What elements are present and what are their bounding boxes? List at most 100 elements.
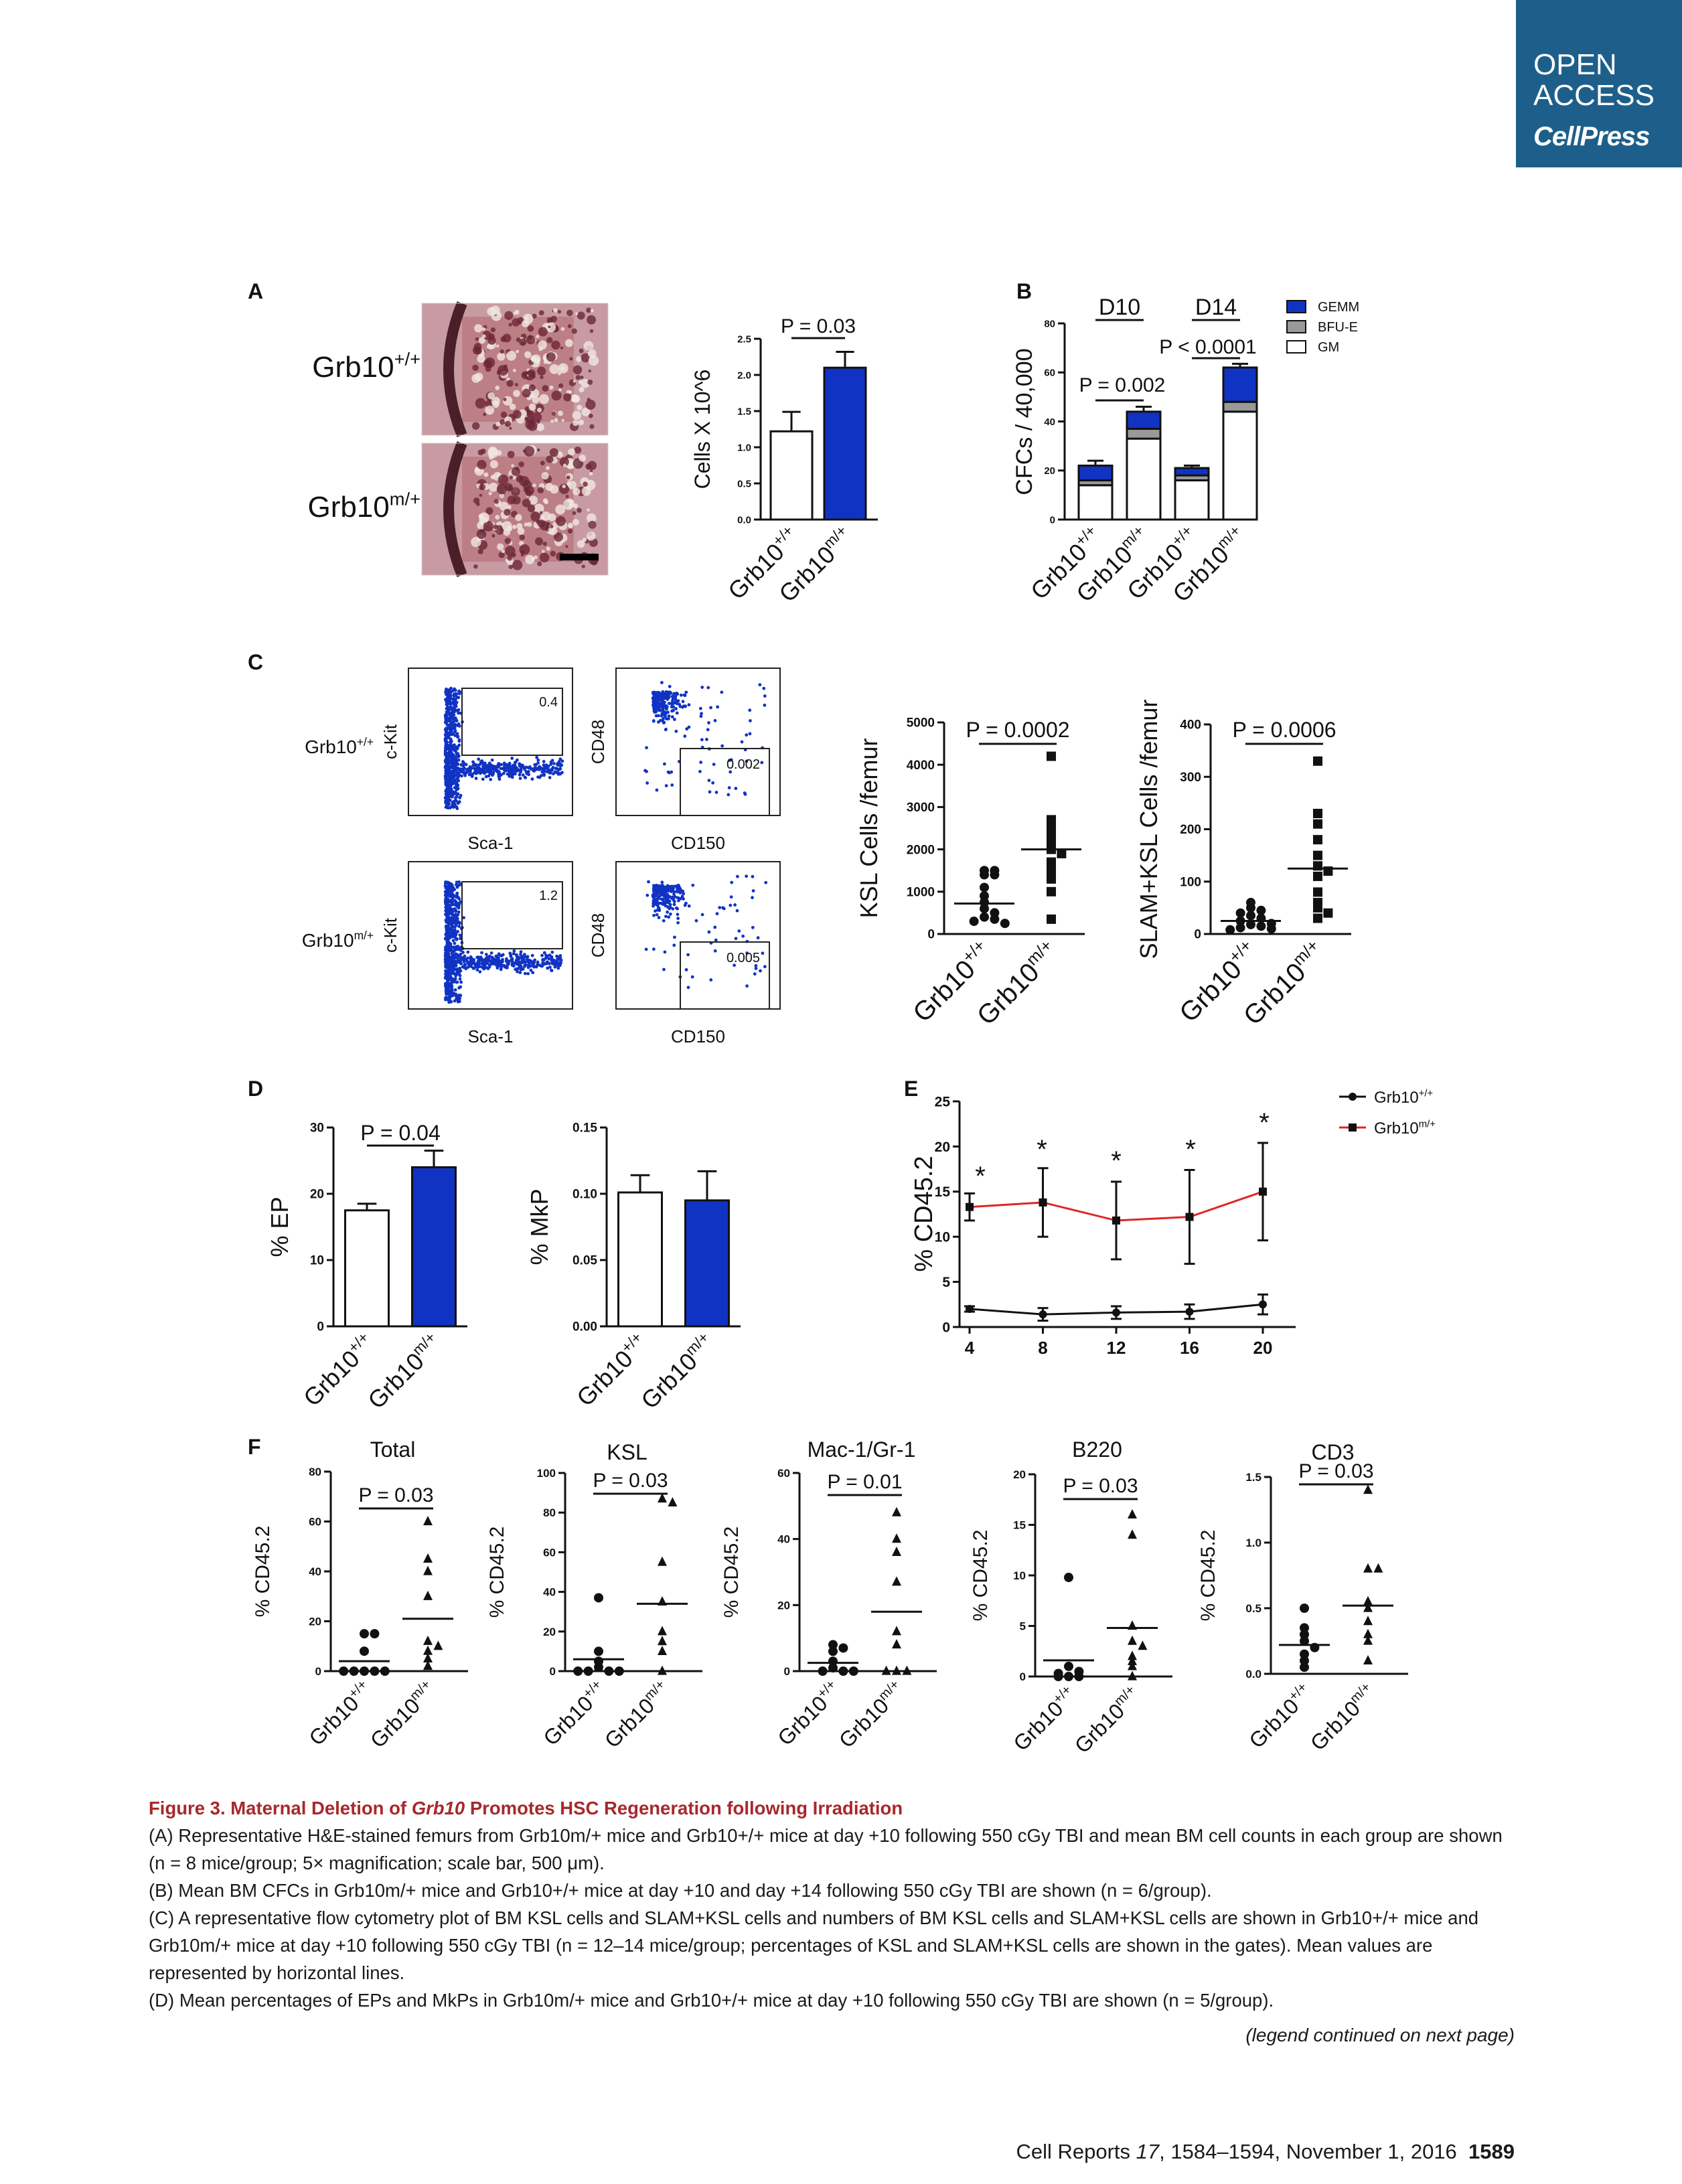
tissue-speck	[554, 532, 563, 542]
tissue-speck	[498, 552, 505, 558]
panel-f-5-point	[1363, 1616, 1373, 1626]
flow-event	[447, 989, 451, 993]
bone-cortex	[443, 441, 467, 578]
flow-event	[670, 709, 674, 713]
flow-event	[463, 963, 467, 966]
tissue-speck	[487, 392, 495, 400]
y-tick-label: 4000	[907, 759, 935, 773]
flow-event	[444, 890, 448, 894]
flow-gate-value: 0.005	[727, 951, 760, 965]
tissue-speck	[565, 545, 568, 548]
tissue-speck	[552, 308, 558, 313]
flow-event	[457, 910, 461, 914]
panel-f-5-point	[1300, 1649, 1309, 1659]
flow-event	[652, 904, 655, 908]
tissue-speck	[527, 504, 536, 513]
flow-event	[668, 903, 672, 907]
flow-event	[455, 919, 459, 923]
flow-plot-2	[615, 668, 781, 816]
caption-d: (D) Mean percentages of EPs and MkPs in …	[149, 1990, 1274, 2011]
flow-event	[454, 924, 458, 927]
flow-event	[665, 707, 668, 711]
flow-event	[672, 890, 676, 894]
caption-a: (A) Representative H&E-stained femurs fr…	[149, 1825, 1503, 1873]
flow-event	[730, 880, 734, 884]
flow-event	[531, 971, 535, 975]
flow-gate	[680, 941, 770, 1010]
tissue-speck	[526, 409, 532, 416]
panel-f-4-point	[1053, 1672, 1063, 1681]
flow-event	[653, 886, 656, 890]
flow-event	[451, 991, 455, 995]
flow-event	[550, 957, 554, 961]
panel-f-2-point	[594, 1593, 603, 1603]
tissue-speck	[512, 368, 516, 372]
tissue-speck	[536, 448, 540, 452]
tissue-speck	[498, 365, 509, 376]
flow-event	[447, 919, 451, 923]
flow-event	[518, 773, 522, 777]
flow-event	[446, 950, 450, 954]
flow-event	[735, 874, 739, 878]
tissue-speck	[488, 491, 492, 495]
panel-f-4-point	[1128, 1509, 1137, 1518]
flow-event	[660, 714, 664, 718]
flow-event	[544, 763, 548, 767]
y-tick-label: 5	[1020, 1620, 1026, 1632]
tissue-speck	[483, 472, 489, 477]
flow-event	[496, 770, 500, 774]
panel-d-mkp-bar-1	[617, 1191, 663, 1328]
tissue-speck	[495, 515, 500, 520]
panel-d-mkp-y-label: % MkP	[526, 1188, 553, 1265]
flow-event	[753, 972, 757, 976]
tissue-speck	[479, 337, 486, 344]
panel-f-2-point	[658, 1626, 667, 1636]
flow-event	[644, 947, 648, 951]
flow-event	[645, 781, 649, 785]
flow-event	[674, 700, 678, 704]
flow-event	[448, 805, 452, 809]
image-label-2: Grb10m/+	[307, 488, 420, 524]
flow-event	[556, 763, 560, 767]
tissue-speck	[538, 340, 547, 350]
y-tick-label: 0	[1194, 928, 1201, 942]
caption-title: Figure 3. Maternal Deletion of Grb10 Pro…	[149, 1798, 903, 1818]
y-tick-label: 15	[935, 1184, 951, 1200]
flow-gate-value: 0.4	[539, 695, 558, 710]
flow-event	[542, 763, 546, 767]
flow-event	[751, 925, 755, 929]
tissue-speck	[572, 420, 579, 426]
tissue-speck	[588, 355, 599, 366]
flow-event	[457, 743, 461, 747]
flow-event	[465, 966, 469, 970]
flow-event	[447, 760, 451, 764]
tissue-speck	[513, 390, 520, 397]
tissue-speck	[558, 388, 562, 392]
tissue-speck	[504, 420, 512, 427]
tissue-speck	[488, 482, 498, 492]
tissue-speck	[574, 446, 582, 454]
panel-f-4-point	[1064, 1672, 1073, 1681]
flow-event	[661, 690, 665, 694]
flow-event	[447, 907, 451, 910]
flow-event	[447, 888, 450, 892]
flow-event	[758, 683, 762, 687]
badge-line2: ACCESS	[1533, 79, 1655, 112]
flow-event	[445, 961, 448, 965]
flow-event	[547, 961, 551, 965]
y-tick-label: 2000	[907, 843, 935, 857]
flow-event	[443, 976, 447, 980]
y-tick-label: 1.0	[1245, 1537, 1262, 1549]
flow-event	[453, 728, 457, 732]
panel-e-point	[966, 1202, 974, 1211]
panel-f-1-point	[360, 1666, 369, 1676]
tissue-speck	[502, 521, 512, 532]
flow-gate-value: 0.002	[727, 757, 760, 772]
panel-c-slam-point	[1256, 905, 1266, 915]
tissue-speck	[512, 410, 522, 419]
flow-event	[476, 955, 480, 959]
y-tick-label: 1000	[907, 885, 935, 899]
flow-event	[458, 977, 462, 981]
flow-event	[448, 936, 451, 940]
flow-event	[544, 953, 548, 957]
